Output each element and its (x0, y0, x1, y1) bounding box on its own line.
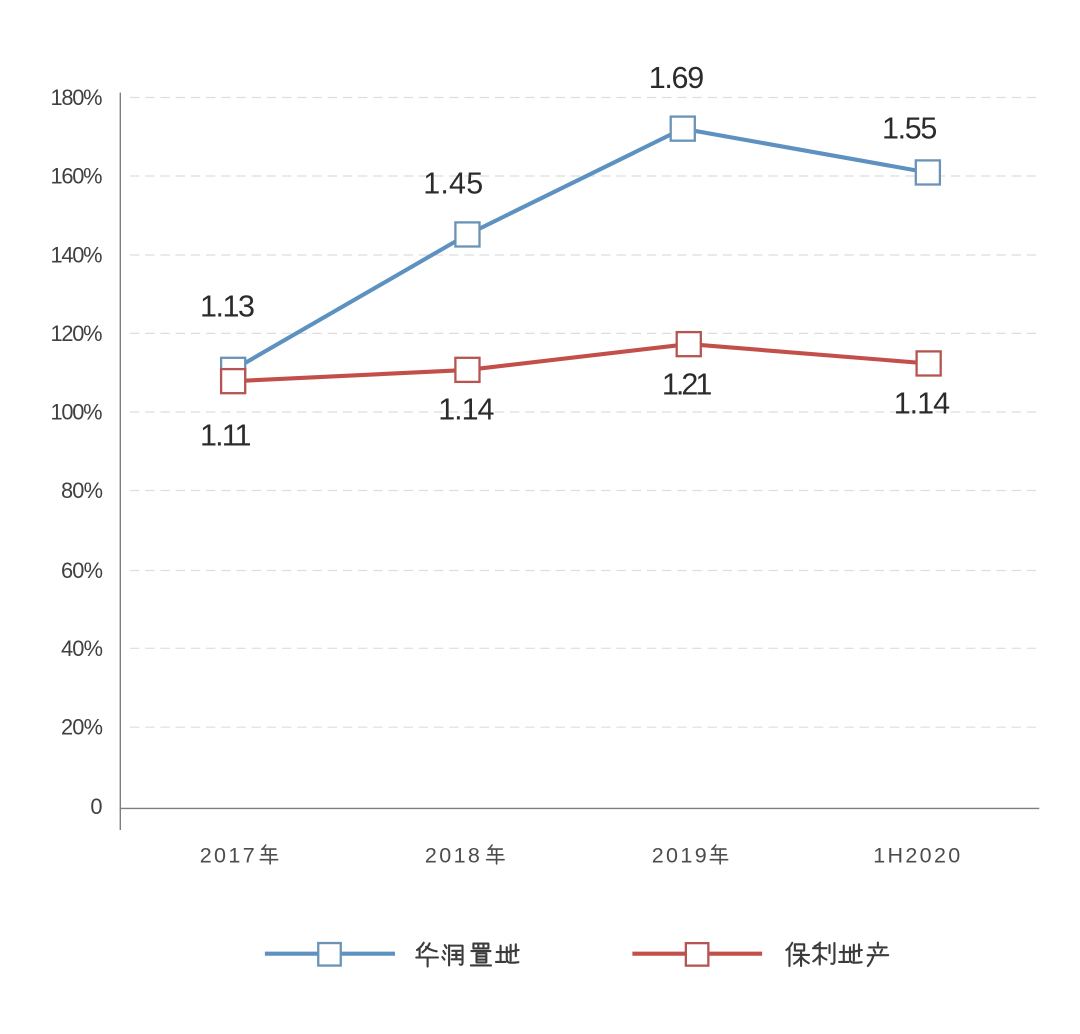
svg-text:1.14: 1.14 (438, 393, 494, 427)
svg-text:1.21: 1.21 (662, 368, 713, 402)
svg-text:180%: 180% (51, 85, 103, 110)
svg-text:60%: 60% (61, 558, 103, 583)
svg-text:0: 0 (90, 794, 102, 819)
svg-text:1.11: 1.11 (200, 418, 252, 452)
svg-text:20%: 20% (61, 715, 103, 740)
svg-text:140%: 140% (51, 243, 103, 268)
svg-text:120%: 120% (51, 321, 103, 346)
svg-text:160%: 160% (51, 164, 103, 189)
svg-text:1.45: 1.45 (423, 167, 483, 201)
svg-text:1.14: 1.14 (894, 386, 950, 420)
svg-text:80%: 80% (61, 478, 103, 503)
svg-text:1.13: 1.13 (200, 290, 255, 324)
svg-text:100%: 100% (51, 400, 103, 425)
svg-text:1.55: 1.55 (882, 111, 937, 145)
svg-text:1H2020: 1H2020 (873, 843, 960, 867)
svg-text:40%: 40% (61, 636, 103, 661)
svg-text:1.69: 1.69 (649, 61, 705, 95)
